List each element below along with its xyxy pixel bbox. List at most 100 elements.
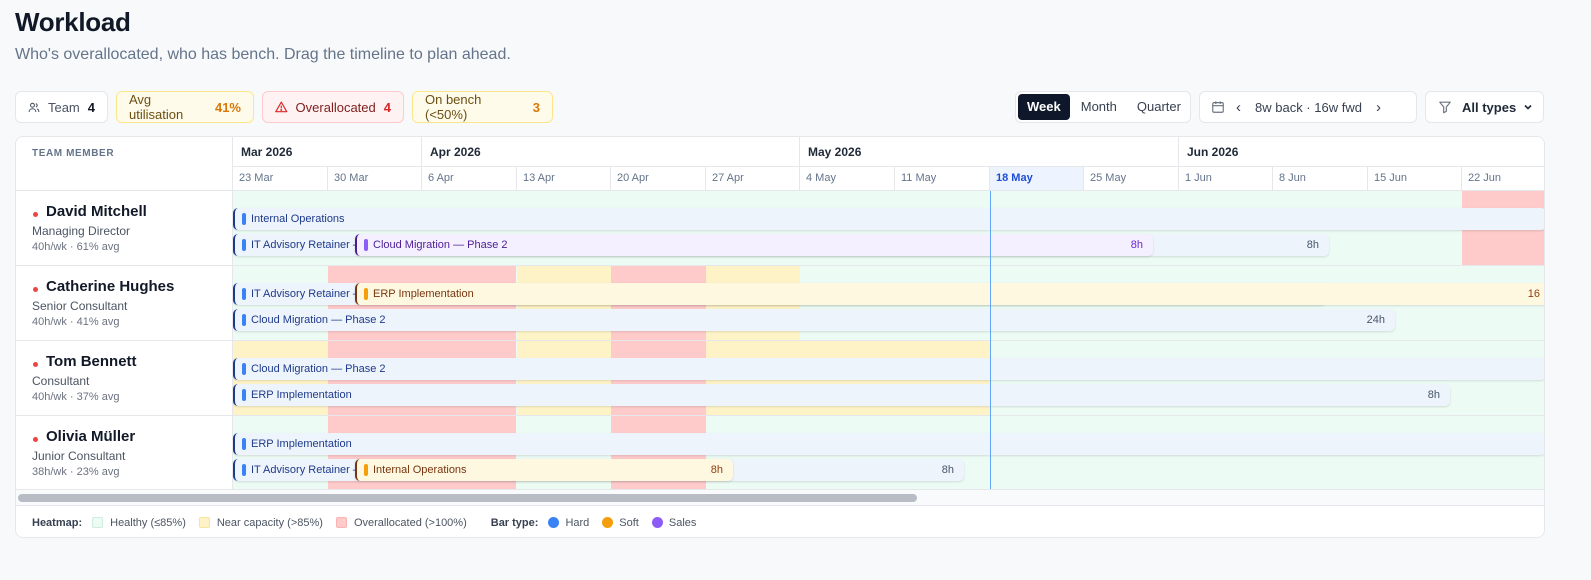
allocation-bar[interactable]: ERP Implementation	[233, 433, 1544, 455]
month-header: Apr 2026	[422, 137, 800, 167]
legend-over: Overallocated (>100%)	[353, 516, 467, 529]
member-name: David Mitchell	[46, 203, 147, 220]
week-header: 13 Apr	[517, 167, 611, 191]
users-icon	[28, 102, 40, 112]
on-bench-chip[interactable]: On bench (<50%) 3	[412, 91, 553, 123]
member-role: Junior Consultant	[32, 449, 126, 463]
member-role: Consultant	[32, 374, 90, 388]
allocation-bar[interactable]: Internal Operations 8h	[355, 459, 733, 481]
warning-triangle-icon	[275, 101, 288, 113]
month-header: May 2026	[800, 137, 1179, 167]
bar-label: Internal Operations	[251, 213, 345, 225]
util-chip-label: Avg utilisation	[129, 92, 184, 122]
member-row-olivia[interactable]: Olivia Müller Junior Consultant 38h/wk ·…	[16, 416, 233, 491]
calendar-icon[interactable]	[1211, 100, 1225, 114]
type-filter-dropdown[interactable]: All types	[1425, 91, 1544, 123]
view-quarter-button[interactable]: Quarter	[1136, 99, 1181, 114]
bar-label: ERP Implementation	[251, 438, 352, 450]
week-header: 27 Apr	[706, 167, 800, 191]
allocation-bar[interactable]: ERP Implementation 16	[355, 283, 1544, 305]
bench-chip-value: 3	[532, 99, 540, 115]
over-chip-label: Overallocated	[295, 99, 376, 115]
bar-hours: 8h	[1427, 389, 1440, 401]
chevron-left-icon[interactable]: ‹	[1236, 98, 1241, 116]
bar-label: Cloud Migration — Phase 2	[251, 314, 386, 326]
week-header: 15 Jun	[1368, 167, 1462, 191]
overallocated-chip[interactable]: Overallocated 4	[262, 91, 404, 123]
legend-healthy-swatch	[92, 517, 104, 528]
allocation-bar[interactable]: Cloud Migration — Phase 2	[233, 358, 1544, 380]
legend-hard-dot	[548, 517, 560, 528]
allocation-bar[interactable]: Cloud Migration — Phase 2 8h	[355, 234, 1153, 256]
week-header: 30 Mar	[328, 167, 422, 191]
avg-utilisation-chip[interactable]: Avg utilisation 41%	[116, 91, 254, 123]
bar-label: Internal Operations	[373, 464, 467, 476]
page-title: Workload	[15, 7, 131, 37]
allocation-bar[interactable]: Cloud Migration — Phase 2 24h	[233, 309, 1395, 331]
view-week-button[interactable]: Week	[1018, 94, 1070, 120]
bar-hours: 8h	[710, 464, 723, 476]
team-member-column-header: TEAM MEMBER	[16, 137, 233, 191]
timeline[interactable]: Mar 2026 Apr 2026 May 2026 Jun 2026 23 M…	[233, 137, 1544, 489]
week-header: 25 May	[1084, 167, 1179, 191]
range-label: 8w back · 16w fwd	[1255, 99, 1362, 115]
week-header: 23 Mar	[233, 167, 328, 191]
bar-label: IT Advisory Retainer —	[251, 464, 364, 476]
row-divider	[233, 340, 1544, 341]
chevron-right-icon[interactable]: ›	[1375, 98, 1381, 116]
view-month-button[interactable]: Month	[1080, 99, 1117, 114]
bar-label: Cloud Migration — Phase 2	[373, 239, 508, 251]
member-row-catherine[interactable]: Catherine Hughes Senior Consultant 40h/w…	[16, 266, 233, 341]
legend-soft: Soft	[619, 516, 639, 529]
bar-hours: 8h	[1306, 239, 1319, 251]
workload-grid: TEAM MEMBER David Mitchell Managing Dire…	[15, 136, 1545, 538]
horizontal-scrollbar[interactable]	[16, 489, 1544, 505]
team-chip-label: Team	[47, 99, 80, 115]
member-row-tom[interactable]: Tom Bennett Consultant 40h/wk · 37% avg	[16, 341, 233, 416]
overallocated-dot	[33, 437, 38, 442]
member-name: Tom Bennett	[46, 353, 137, 370]
team-chip-value: 4	[87, 99, 95, 115]
member-capacity: 40h/wk · 41% avg	[32, 316, 120, 328]
member-capacity: 40h/wk · 37% avg	[32, 391, 120, 403]
bar-hours: 8h	[1130, 239, 1143, 251]
row-divider	[233, 265, 1544, 266]
bar-label: Cloud Migration — Phase 2	[251, 363, 386, 375]
filter-icon	[1439, 101, 1451, 114]
bench-chip-label: On bench (<50%)	[425, 92, 482, 122]
week-header: 20 Apr	[611, 167, 706, 191]
team-count-chip[interactable]: Team 4	[15, 91, 108, 123]
month-header: Mar 2026	[233, 137, 422, 167]
page-subtitle: Who's overallocated, who has bench. Drag…	[15, 46, 511, 63]
month-header: Jun 2026	[1179, 137, 1544, 167]
overallocated-dot	[33, 287, 38, 292]
member-name: Olivia Müller	[46, 428, 136, 445]
allocation-bar[interactable]: ERP Implementation 8h	[233, 384, 1450, 406]
view-toggle: Week Month Quarter	[1015, 91, 1191, 123]
range-navigator: ‹ 8w back · 16w fwd ›	[1199, 91, 1417, 123]
member-capacity: 40h/wk · 61% avg	[32, 241, 120, 253]
week-header: 22 Jun	[1462, 167, 1544, 191]
bar-label: ERP Implementation	[373, 288, 474, 300]
over-chip-value: 4	[383, 99, 391, 115]
week-header: 4 May	[800, 167, 895, 191]
legend-over-swatch	[335, 517, 347, 528]
member-capacity: 38h/wk · 23% avg	[32, 466, 120, 478]
scrollbar-thumb[interactable]	[18, 494, 917, 502]
chevron-down-icon	[1524, 104, 1532, 110]
bar-label: IT Advisory Retainer —	[251, 288, 364, 300]
filter-label: All types	[1462, 99, 1517, 115]
bar-label: ERP Implementation	[251, 389, 352, 401]
legend-heatmap-label: Heatmap:	[32, 516, 83, 529]
legend-soft-dot	[602, 517, 614, 528]
legend-healthy: Healthy (≤85%)	[110, 516, 186, 529]
overallocated-dot	[33, 212, 38, 217]
bar-hours: 16	[1527, 288, 1540, 300]
bar-hours: 24h	[1366, 314, 1385, 326]
bar-label: IT Advisory Retainer —	[251, 239, 364, 251]
member-row-david[interactable]: David Mitchell Managing Director 40h/wk …	[16, 191, 233, 266]
legend-sales: Sales	[668, 516, 697, 529]
week-header: 1 Jun	[1179, 167, 1273, 191]
week-header: 6 Apr	[422, 167, 517, 191]
allocation-bar[interactable]: Internal Operations	[233, 208, 1544, 230]
